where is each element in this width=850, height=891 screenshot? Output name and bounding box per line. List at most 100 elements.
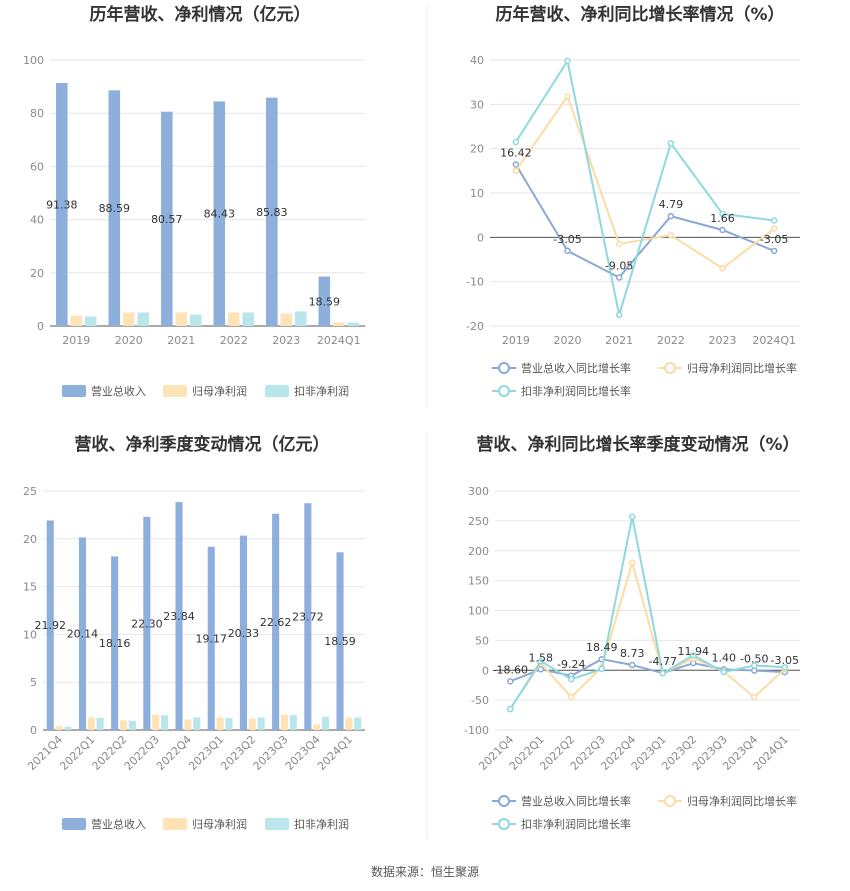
bar <box>257 717 265 730</box>
legend-label: 扣非净利润 <box>294 384 349 398</box>
data-label: 1.66 <box>710 212 735 225</box>
y-tick-label: 10 <box>23 628 37 641</box>
data-label: 18.59 <box>324 635 356 648</box>
y-tick-label: 300 <box>468 485 489 498</box>
annual-growth-rate-chart: 历年营收、净利同比增长率情况（%） -20 -10 0 10 20 30 40 2019 202… <box>466 4 800 398</box>
legend-marker <box>498 385 510 397</box>
data-point <box>568 675 575 683</box>
bar <box>64 726 72 730</box>
bar <box>294 311 307 326</box>
data-point <box>719 210 726 218</box>
data-label: 11.94 <box>678 645 710 658</box>
data-point <box>512 138 520 146</box>
data-point <box>751 693 758 701</box>
legend-swatch <box>265 385 289 397</box>
bar <box>184 719 192 730</box>
x-tick-label: 2024Q1 <box>315 733 355 773</box>
data-point <box>667 231 675 239</box>
legend-label: 营业总收入 <box>91 384 146 398</box>
data-label: 20.33 <box>228 627 260 640</box>
data-label: -3.05 <box>760 233 788 246</box>
bar <box>227 312 240 326</box>
y-tick-label: 0 <box>477 231 484 244</box>
series-line <box>509 516 785 710</box>
data-point <box>770 217 778 224</box>
x-tick-label: 2024Q1 <box>752 334 796 347</box>
y-tick-label: 20 <box>30 267 44 280</box>
bar <box>137 312 149 326</box>
bar <box>70 315 83 326</box>
bar <box>213 101 226 326</box>
legend-swatch <box>163 818 187 830</box>
data-label: 18.16 <box>99 637 131 650</box>
y-tick-label: 50 <box>475 634 489 647</box>
data-label: 4.79 <box>659 198 684 211</box>
legend-label: 营业总收入 <box>91 817 146 831</box>
data-label: -4.77 <box>649 655 677 668</box>
data-point <box>690 652 697 659</box>
x-tick-label: 2019 <box>502 334 530 347</box>
data-point <box>720 668 727 676</box>
y-tick-label: 40 <box>30 214 44 227</box>
data-point <box>568 693 575 701</box>
data-point <box>770 247 778 255</box>
data-label: -9.24 <box>557 658 585 671</box>
legend-label: 归母净利润 <box>192 817 247 831</box>
y-tick-label: 40 <box>470 54 484 67</box>
quarterly-revenue-profit-chart: 营收、净利季度变动情况（亿元） 05101520252021Q42022Q120… <box>23 434 365 831</box>
data-point <box>615 274 623 281</box>
bar <box>55 726 63 730</box>
data-point <box>598 665 605 673</box>
legend-marker <box>498 362 510 374</box>
legend-marker <box>498 795 510 807</box>
data-point <box>615 240 623 248</box>
y-tick-label: 0 <box>37 320 44 333</box>
bar <box>161 111 173 326</box>
data-label: -18.60 <box>493 663 528 676</box>
bar <box>322 716 330 730</box>
bar <box>280 313 293 326</box>
x-tick-label: 2023 <box>272 334 300 347</box>
bar <box>122 312 135 326</box>
data-point <box>781 664 788 671</box>
bar <box>345 717 353 730</box>
bar <box>289 715 297 730</box>
bar <box>280 714 289 730</box>
series-line <box>514 164 775 279</box>
y-tick-label: -100 <box>464 724 489 737</box>
y-tick-label: 20 <box>23 533 37 546</box>
bar <box>96 718 104 730</box>
legend-marker <box>498 818 510 830</box>
data-point <box>512 167 520 175</box>
data-point <box>564 247 571 255</box>
x-tick-label: 2020 <box>115 334 143 347</box>
series-line <box>514 58 775 316</box>
y-tick-label: 30 <box>470 98 484 111</box>
y-tick-label: 20 <box>470 143 484 156</box>
bar <box>242 312 254 326</box>
data-point <box>659 669 666 677</box>
bar <box>78 537 86 730</box>
data-label: 91.38 <box>46 198 78 211</box>
data-point <box>507 705 514 713</box>
y-tick-label: 80 <box>30 107 44 120</box>
bar <box>332 322 345 326</box>
data-label: 18.59 <box>309 295 341 308</box>
chart-title: 历年营收、净利情况（亿元） <box>90 4 311 25</box>
data-label: 22.30 <box>131 617 163 630</box>
y-tick-label: -50 <box>471 694 489 707</box>
bar <box>193 717 201 730</box>
y-tick-label: 25 <box>23 485 37 498</box>
data-point <box>629 513 636 520</box>
legend-label: 营业总收入同比增长率 <box>521 794 631 808</box>
data-point <box>719 226 726 234</box>
legend-swatch <box>62 385 86 397</box>
data-point <box>537 666 544 673</box>
legend-label: 营业总收入同比增长率 <box>521 361 631 375</box>
data-label: 84.43 <box>204 208 236 221</box>
data-label: -9.05 <box>605 259 633 272</box>
data-point <box>564 93 571 100</box>
x-tick-label: 2024Q1 <box>317 334 361 347</box>
y-tick-label: 250 <box>468 515 489 528</box>
bar <box>225 718 233 730</box>
